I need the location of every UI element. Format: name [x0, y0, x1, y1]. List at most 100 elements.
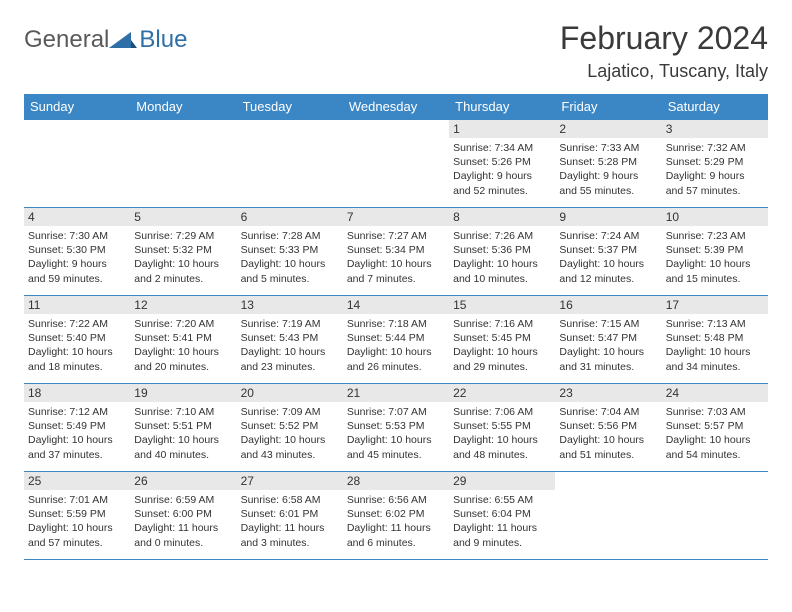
day-cell: 13 Sunrise: 7:19 AMSunset: 5:43 PMDayligh… [237, 296, 343, 384]
day-number: 17 [662, 296, 768, 314]
day-info: Sunrise: 6:56 AMSunset: 6:02 PMDaylight:… [347, 493, 445, 550]
day-cell: 18 Sunrise: 7:12 AMSunset: 5:49 PMDayligh… [24, 384, 130, 472]
day-number: 23 [555, 384, 661, 402]
day-cell: 3 Sunrise: 7:32 AMSunset: 5:29 PMDaylight… [662, 120, 768, 208]
logo: General Blue [24, 20, 187, 60]
day-header: Sunday [24, 94, 130, 120]
day-number: 24 [662, 384, 768, 402]
day-number: 2 [555, 120, 661, 138]
day-cell: 2 Sunrise: 7:33 AMSunset: 5:28 PMDaylight… [555, 120, 661, 208]
day-info: Sunrise: 7:19 AMSunset: 5:43 PMDaylight:… [241, 317, 339, 374]
day-info: Sunrise: 7:26 AMSunset: 5:36 PMDaylight:… [453, 229, 551, 286]
week-row: 11 Sunrise: 7:22 AMSunset: 5:40 PMDayligh… [24, 296, 768, 384]
day-cell [237, 120, 343, 208]
week-row: 1 Sunrise: 7:34 AMSunset: 5:26 PMDaylight… [24, 120, 768, 208]
day-number: 21 [343, 384, 449, 402]
day-number: 6 [237, 208, 343, 226]
day-info: Sunrise: 7:12 AMSunset: 5:49 PMDaylight:… [28, 405, 126, 462]
day-header: Monday [130, 94, 236, 120]
day-info: Sunrise: 7:32 AMSunset: 5:29 PMDaylight:… [666, 141, 764, 198]
header-right: February 2024 Lajatico, Tuscany, Italy [560, 20, 768, 82]
day-number: 7 [343, 208, 449, 226]
day-number: 20 [237, 384, 343, 402]
day-info: Sunrise: 7:22 AMSunset: 5:40 PMDaylight:… [28, 317, 126, 374]
day-cell: 7 Sunrise: 7:27 AMSunset: 5:34 PMDaylight… [343, 208, 449, 296]
day-cell: 15 Sunrise: 7:16 AMSunset: 5:45 PMDayligh… [449, 296, 555, 384]
day-cell: 22 Sunrise: 7:06 AMSunset: 5:55 PMDayligh… [449, 384, 555, 472]
day-header-row: Sunday Monday Tuesday Wednesday Thursday… [24, 94, 768, 120]
day-info: Sunrise: 7:30 AMSunset: 5:30 PMDaylight:… [28, 229, 126, 286]
day-cell: 20Sunrise: 7:09 AMSunset: 5:52 PMDayligh… [237, 384, 343, 472]
day-number: 28 [343, 472, 449, 490]
day-cell [24, 120, 130, 208]
day-cell: 27 Sunrise: 6:58 AMSunset: 6:01 PMDayligh… [237, 472, 343, 560]
day-number: 8 [449, 208, 555, 226]
day-cell: 26 Sunrise: 6:59 AMSunset: 6:00 PMDayligh… [130, 472, 236, 560]
day-number: 26 [130, 472, 236, 490]
day-number: 29 [449, 472, 555, 490]
day-info: Sunrise: 7:06 AMSunset: 5:55 PMDaylight:… [453, 405, 551, 462]
day-info: Sunrise: 7:20 AMSunset: 5:41 PMDaylight:… [134, 317, 232, 374]
day-cell: 28 Sunrise: 6:56 AMSunset: 6:02 PMDayligh… [343, 472, 449, 560]
day-number: 25 [24, 472, 130, 490]
day-cell [130, 120, 236, 208]
day-number: 9 [555, 208, 661, 226]
location: Lajatico, Tuscany, Italy [560, 61, 768, 82]
day-cell: 23 Sunrise: 7:04 AMSunset: 5:56 PMDayligh… [555, 384, 661, 472]
day-cell [555, 472, 661, 560]
day-cell [343, 120, 449, 208]
week-row: 4Sunrise: 7:30 AMSunset: 5:30 PMDaylight… [24, 208, 768, 296]
day-info: Sunrise: 7:03 AMSunset: 5:57 PMDaylight:… [666, 405, 764, 462]
day-info: Sunrise: 7:10 AMSunset: 5:51 PMDaylight:… [134, 405, 232, 462]
day-info: Sunrise: 7:23 AMSunset: 5:39 PMDaylight:… [666, 229, 764, 286]
day-cell: 11 Sunrise: 7:22 AMSunset: 5:40 PMDayligh… [24, 296, 130, 384]
day-number: 3 [662, 120, 768, 138]
day-info: Sunrise: 6:55 AMSunset: 6:04 PMDaylight:… [453, 493, 551, 550]
day-cell: 1 Sunrise: 7:34 AMSunset: 5:26 PMDaylight… [449, 120, 555, 208]
logo-text-blue: Blue [139, 26, 187, 54]
day-info: Sunrise: 7:07 AMSunset: 5:53 PMDaylight:… [347, 405, 445, 462]
day-info: Sunrise: 7:18 AMSunset: 5:44 PMDaylight:… [347, 317, 445, 374]
day-number: 13 [237, 296, 343, 314]
calendar-table: Sunday Monday Tuesday Wednesday Thursday… [24, 94, 768, 560]
day-header: Tuesday [237, 94, 343, 120]
month-title: February 2024 [560, 20, 768, 57]
day-info: Sunrise: 6:58 AMSunset: 6:01 PMDaylight:… [241, 493, 339, 550]
day-info: Sunrise: 7:24 AMSunset: 5:37 PMDaylight:… [559, 229, 657, 286]
day-header: Wednesday [343, 94, 449, 120]
day-info: Sunrise: 7:27 AMSunset: 5:34 PMDaylight:… [347, 229, 445, 286]
day-number: 27 [237, 472, 343, 490]
day-info: Sunrise: 7:16 AMSunset: 5:45 PMDaylight:… [453, 317, 551, 374]
day-cell: 17 Sunrise: 7:13 AMSunset: 5:48 PMDayligh… [662, 296, 768, 384]
day-number: 18 [24, 384, 130, 402]
day-cell: 16Sunrise: 7:15 AMSunset: 5:47 PMDayligh… [555, 296, 661, 384]
day-info: Sunrise: 7:28 AMSunset: 5:33 PMDaylight:… [241, 229, 339, 286]
day-number: 19 [130, 384, 236, 402]
day-number: 1 [449, 120, 555, 138]
day-cell: 14Sunrise: 7:18 AMSunset: 5:44 PMDayligh… [343, 296, 449, 384]
day-cell: 25 Sunrise: 7:01 AMSunset: 5:59 PMDayligh… [24, 472, 130, 560]
day-number: 11 [24, 296, 130, 314]
day-info: Sunrise: 7:13 AMSunset: 5:48 PMDaylight:… [666, 317, 764, 374]
day-number: 15 [449, 296, 555, 314]
week-row: 18 Sunrise: 7:12 AMSunset: 5:49 PMDayligh… [24, 384, 768, 472]
day-info: Sunrise: 7:15 AMSunset: 5:47 PMDaylight:… [559, 317, 657, 374]
day-cell [662, 472, 768, 560]
day-cell: 12 Sunrise: 7:20 AMSunset: 5:41 PMDayligh… [130, 296, 236, 384]
day-cell: 24 Sunrise: 7:03 AMSunset: 5:57 PMDayligh… [662, 384, 768, 472]
header: General Blue February 2024 Lajatico, Tus… [24, 20, 768, 82]
day-number: 12 [130, 296, 236, 314]
day-number: 22 [449, 384, 555, 402]
day-info: Sunrise: 7:01 AMSunset: 5:59 PMDaylight:… [28, 493, 126, 550]
day-info: Sunrise: 7:29 AMSunset: 5:32 PMDaylight:… [134, 229, 232, 286]
day-info: Sunrise: 7:34 AMSunset: 5:26 PMDaylight:… [453, 141, 551, 198]
day-cell: 10Sunrise: 7:23 AMSunset: 5:39 PMDayligh… [662, 208, 768, 296]
logo-text-general: General [24, 26, 109, 54]
day-cell: 21 Sunrise: 7:07 AMSunset: 5:53 PMDayligh… [343, 384, 449, 472]
day-info: Sunrise: 7:04 AMSunset: 5:56 PMDaylight:… [559, 405, 657, 462]
week-row: 25 Sunrise: 7:01 AMSunset: 5:59 PMDayligh… [24, 472, 768, 560]
day-info: Sunrise: 7:33 AMSunset: 5:28 PMDaylight:… [559, 141, 657, 198]
day-cell: 19 Sunrise: 7:10 AMSunset: 5:51 PMDayligh… [130, 384, 236, 472]
day-header: Friday [555, 94, 661, 120]
day-info: Sunrise: 6:59 AMSunset: 6:00 PMDaylight:… [134, 493, 232, 550]
